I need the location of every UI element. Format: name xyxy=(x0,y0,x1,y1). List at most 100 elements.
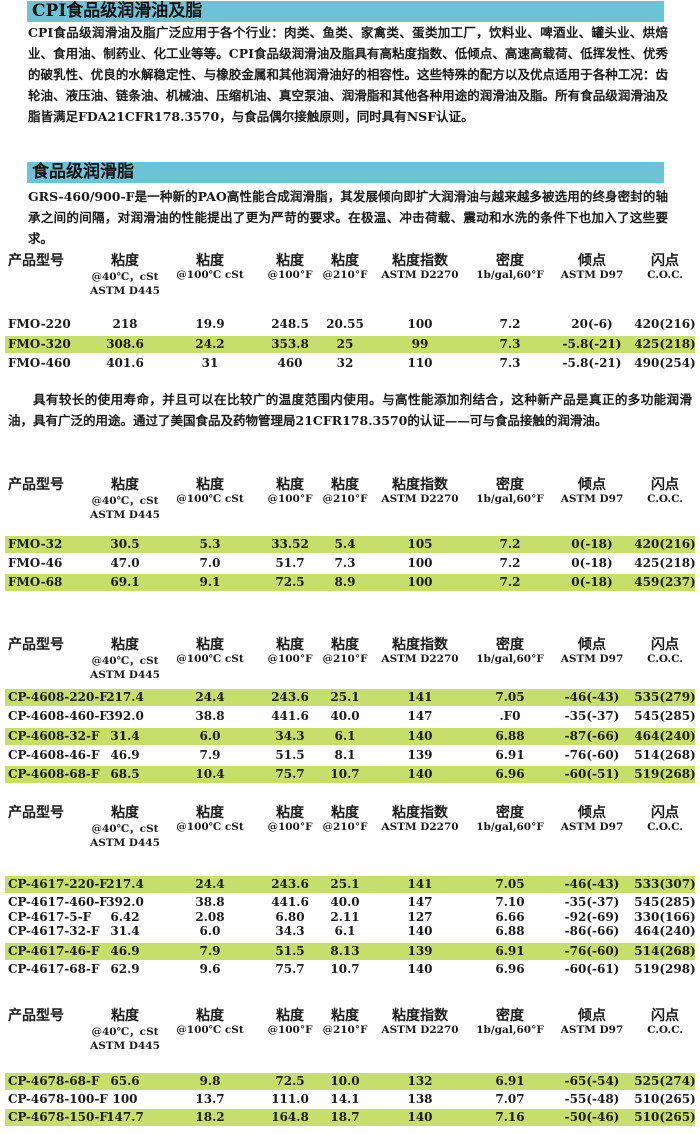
table-cell: 9.1 xyxy=(199,575,221,589)
table-cell: 0(-18) xyxy=(571,575,613,589)
column-header: 密度 xyxy=(496,637,524,653)
table-cell: -86(-66) xyxy=(564,924,620,938)
table-cell: 6.66 xyxy=(495,910,525,924)
table-cell: 147.7 xyxy=(106,1110,144,1124)
table-cell: 51.5 xyxy=(275,748,305,762)
table-cell: 545(285) xyxy=(634,895,696,909)
column-header: 粘度 xyxy=(331,253,359,269)
column-header: 粘度 xyxy=(276,1008,304,1024)
column-header-unit: ASTM D2270 xyxy=(381,269,459,281)
table-cell: 0(-18) xyxy=(571,556,613,570)
table-cell: 8.1 xyxy=(334,748,356,762)
column-header: 闪点 xyxy=(651,253,679,269)
table-cell: 31 xyxy=(201,356,219,370)
column-header-unit: ASTM D2270 xyxy=(381,653,459,665)
column-header: 粘度指数 xyxy=(392,253,448,269)
table-cell: 72.5 xyxy=(275,1074,305,1088)
column-header-unit: @100°F xyxy=(267,821,313,833)
column-header: 粘度 xyxy=(111,805,139,821)
table-cell: 490(254) xyxy=(634,356,696,370)
table-cell: 99 xyxy=(411,337,429,351)
row-highlight xyxy=(5,536,695,553)
table-cell: -92(-69) xyxy=(564,910,620,924)
table-cell: -76(-60) xyxy=(564,944,620,958)
table-cell: 6.42 xyxy=(110,910,140,924)
table-cell: 6.1 xyxy=(334,924,356,938)
table-cell: 164.8 xyxy=(271,1110,309,1124)
table-cell: 6.91 xyxy=(495,748,525,762)
table-cell: 110 xyxy=(407,356,433,370)
table-cell: 100 xyxy=(407,556,433,570)
table-cell: 6.88 xyxy=(495,924,525,938)
column-header: 产品型号 xyxy=(8,477,64,493)
column-header-unit: ASTM D97 xyxy=(560,1024,624,1036)
table-cell: 425(218) xyxy=(634,556,696,570)
table-cell: 7.05 xyxy=(495,690,525,704)
table-cell: .F0 xyxy=(499,709,521,723)
table-cell: 514(268) xyxy=(634,944,696,958)
table-cell: 7.3 xyxy=(499,337,521,351)
table-cell: 353.8 xyxy=(271,337,309,351)
column-header-unit: @40℃，cSt xyxy=(91,271,159,283)
fmo-paragraph: 具有较长的使用寿命，并且可以在比较广的温度范围内使用。与高性能添加剂结合，这种新… xyxy=(8,392,692,428)
column-header-unit: ASTM D445 xyxy=(90,285,160,297)
product-model-cell: CP-4678-100-F xyxy=(8,1092,108,1106)
column-header-unit: 1b/gal,60°F xyxy=(476,653,544,665)
column-header-unit: @210°F xyxy=(322,493,368,505)
table-cell: 6.96 xyxy=(495,767,525,781)
table-cell: -5.8(-21) xyxy=(562,337,622,351)
table-cell: 392.0 xyxy=(106,709,144,723)
table-cell: -50(-46) xyxy=(564,1110,620,1124)
product-model-cell: FMO-320 xyxy=(8,337,71,351)
table-cell: -5.8(-21) xyxy=(562,356,622,370)
table-cell: 308.6 xyxy=(106,337,144,351)
column-header: 粘度 xyxy=(331,477,359,493)
table-cell: -46(-43) xyxy=(564,690,620,704)
table-cell: 100 xyxy=(407,317,433,331)
table-cell: 10.0 xyxy=(330,1074,360,1088)
column-header: 闪点 xyxy=(651,805,679,821)
column-header-unit: 1b/gal,60°F xyxy=(476,821,544,833)
column-header-unit: @100°F xyxy=(267,493,313,505)
row-highlight xyxy=(5,728,695,745)
table-cell: 243.6 xyxy=(271,690,309,704)
table-cell: 6.80 xyxy=(275,910,305,924)
column-header: 粘度 xyxy=(196,637,224,653)
table-cell: 7.9 xyxy=(199,748,221,762)
product-model-cell: CP-4617-5-F xyxy=(8,910,92,924)
table-cell: 7.0 xyxy=(199,556,221,570)
table-cell: 20.55 xyxy=(326,317,364,331)
table-cell: 330(166) xyxy=(634,910,696,924)
table-cell: -55(-48) xyxy=(564,1092,620,1106)
column-header-unit: ASTM D97 xyxy=(560,269,624,281)
column-header: 倾点 xyxy=(578,477,606,493)
table-cell: 533(307) xyxy=(634,877,696,891)
product-model-cell: CP-4678-68-F xyxy=(8,1074,100,1088)
column-header-unit: C.O.C. xyxy=(647,821,683,833)
column-header-unit: @100℃ cSt xyxy=(176,493,244,505)
table-cell: 248.5 xyxy=(271,317,309,331)
row-highlight xyxy=(5,1073,695,1090)
table-cell: 441.6 xyxy=(271,709,309,723)
column-header: 粘度 xyxy=(331,1008,359,1024)
table-cell: 6.0 xyxy=(199,729,221,743)
column-header-unit: ASTM D445 xyxy=(90,1040,160,1052)
table-cell: 25.1 xyxy=(330,690,360,704)
table-cell: -35(-37) xyxy=(564,709,620,723)
table-cell: 7.2 xyxy=(499,556,521,570)
table-cell: 519(268) xyxy=(634,767,696,781)
table-cell: 7.05 xyxy=(495,877,525,891)
table-cell: 34.3 xyxy=(275,729,305,743)
column-header: 闪点 xyxy=(651,637,679,653)
row-highlight xyxy=(5,1109,695,1126)
table-cell: 14.1 xyxy=(330,1092,360,1106)
table-cell: -87(-66) xyxy=(564,729,620,743)
table-cell: 18.7 xyxy=(330,1110,360,1124)
product-model-cell: CP-4608-46-F xyxy=(8,748,100,762)
table-cell: 2.08 xyxy=(195,910,225,924)
column-header-unit: ASTM D2270 xyxy=(381,1024,459,1036)
table-cell: -76(-60) xyxy=(564,748,620,762)
column-header-unit: @100°F xyxy=(267,653,313,665)
column-header-unit: @100°F xyxy=(267,1024,313,1036)
table-cell: 519(298) xyxy=(634,962,696,976)
